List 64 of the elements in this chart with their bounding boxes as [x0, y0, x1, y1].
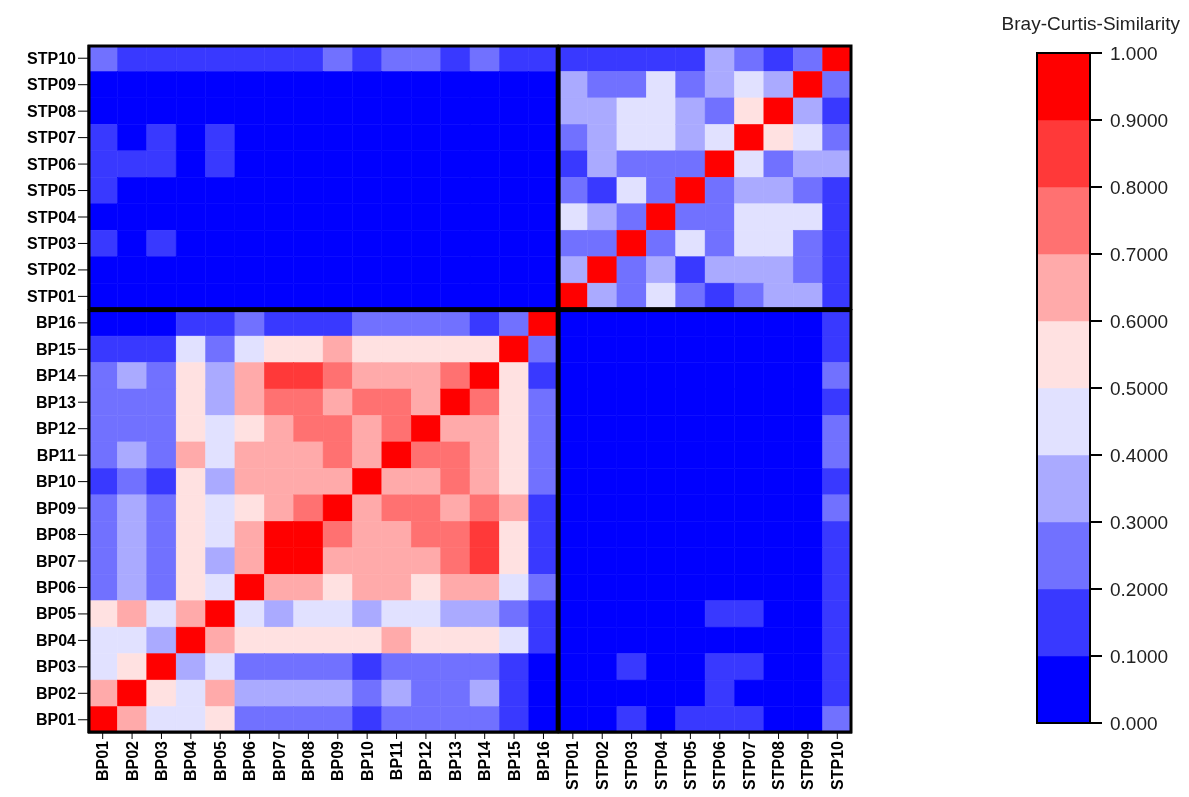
y-tick-label: BP05 — [35, 605, 77, 623]
y-tick-label: STP05 — [27, 182, 77, 200]
y-tick-label: BP06 — [35, 578, 77, 596]
x-tick-label: BP08 — [299, 740, 317, 782]
x-tick-label: BP02 — [123, 740, 141, 782]
x-tick-label: BP15 — [505, 740, 523, 782]
y-tick-label: BP13 — [35, 393, 77, 411]
y-tick-label: BP08 — [35, 526, 77, 544]
x-tick-label: STP08 — [770, 740, 788, 790]
y-tick-label: STP09 — [27, 76, 77, 94]
x-tick-label: BP16 — [534, 740, 552, 782]
y-tick-label: BP14 — [35, 367, 77, 385]
y-tick-label: BP02 — [35, 684, 77, 702]
y-tick-label: BP11 — [36, 446, 77, 464]
x-tick-label: BP03 — [152, 740, 170, 782]
x-tick-label: BP12 — [417, 740, 435, 782]
x-tick-label: STP09 — [799, 740, 817, 790]
color-bar-label: 0.7000 — [1110, 243, 1169, 265]
x-tick-label: BP06 — [241, 740, 259, 782]
y-tick-label: STP06 — [27, 155, 77, 173]
x-tick-label: BP07 — [270, 740, 288, 782]
x-tick-label: BP10 — [358, 740, 376, 782]
x-tick-label: STP07 — [740, 740, 758, 790]
y-tick-label: STP01 — [27, 287, 77, 305]
x-tick-label: STP02 — [593, 740, 611, 790]
color-bar-label: 0.4000 — [1110, 444, 1169, 466]
color-bar-label: 0.5000 — [1110, 377, 1169, 399]
y-tick-label: STP03 — [27, 234, 77, 252]
color-bar-title: Bray-Curtis-Similarity — [1001, 13, 1181, 34]
color-bar-label: 1.000 — [1110, 42, 1158, 64]
x-tick-label: STP04 — [652, 740, 670, 790]
y-tick-label: BP03 — [35, 658, 77, 676]
color-bar-label: 0.2000 — [1110, 578, 1169, 600]
y-tick-label: STP02 — [27, 261, 77, 279]
x-tick-label: STP01 — [564, 740, 582, 790]
x-tick-label: BP11 — [388, 740, 406, 781]
y-tick-label: STP07 — [27, 129, 77, 147]
y-tick-label: BP10 — [35, 473, 77, 491]
y-tick-label: BP07 — [35, 552, 77, 570]
y-tick-label: BP15 — [35, 340, 77, 358]
x-tick-label: STP05 — [681, 740, 699, 790]
x-tick-label: BP09 — [329, 740, 347, 782]
y-tick-label: BP04 — [35, 631, 77, 649]
x-tick-label: BP05 — [211, 740, 229, 782]
color-bar-label: 0.1000 — [1110, 645, 1169, 667]
y-tick-label: BP01 — [35, 711, 77, 729]
x-tick-label: BP14 — [476, 740, 494, 782]
y-tick-label: BP09 — [35, 499, 77, 517]
x-tick-label: BP01 — [94, 740, 112, 782]
x-tick-label: STP06 — [711, 740, 729, 790]
y-tick-label: BP16 — [35, 314, 77, 332]
color-bar-label: 0.6000 — [1110, 310, 1169, 332]
color-bar-label: 0.9000 — [1110, 109, 1169, 131]
color-bar-label: 0.000 — [1110, 712, 1158, 734]
y-tick-label: STP08 — [27, 102, 77, 120]
x-tick-label: BP13 — [446, 740, 464, 782]
x-tick-label: BP04 — [182, 740, 200, 782]
x-tick-label: STP10 — [828, 740, 846, 790]
y-tick-label: STP04 — [27, 208, 77, 226]
color-bar-label: 0.3000 — [1110, 511, 1169, 533]
x-tick-label: STP03 — [623, 740, 641, 790]
y-tick-label: BP12 — [35, 420, 77, 438]
color-bar-label: 0.8000 — [1110, 176, 1169, 198]
y-tick-label: STP10 — [27, 49, 77, 67]
